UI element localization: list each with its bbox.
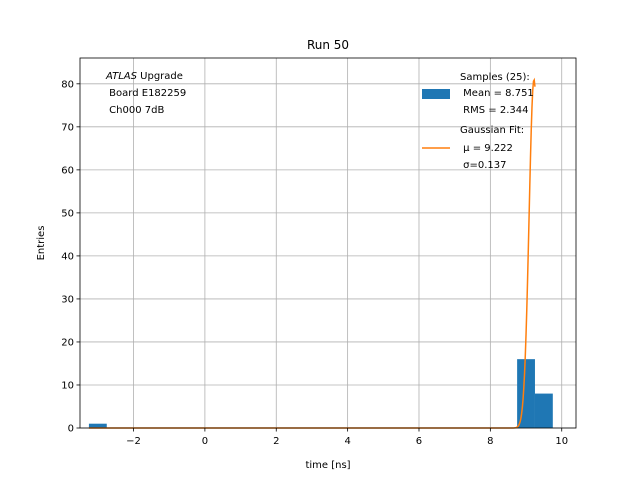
x-tick-label: 6: [416, 436, 422, 447]
x-axis-label: time [ns]: [305, 460, 350, 471]
legend-sigma-label: σ=0.137: [460, 160, 507, 171]
x-axis-ticks: −2 0 2 4 6 8 10: [126, 428, 568, 447]
atlas-annotation-title: ATLAS Upgrade: [105, 71, 183, 82]
histogram-bar: [88, 423, 107, 428]
y-axis-label: Entries: [36, 226, 47, 261]
y-axis-ticks: 0 10 20 30 40 50 60 70 80: [61, 79, 80, 435]
atlas-label: ATLAS: [105, 71, 138, 82]
y-tick-label: 10: [61, 380, 74, 391]
y-tick-label: 40: [61, 251, 74, 262]
legend-fit-label: Gaussian Fit:: [460, 125, 524, 136]
plot-frame: [79, 57, 577, 429]
channel-label: Ch000 7dB: [106, 105, 164, 116]
histogram-bar: [534, 393, 553, 428]
y-tick-label: 70: [61, 122, 74, 133]
y-tick-label: 80: [61, 79, 74, 90]
legend-mu-label: μ = 9.222: [460, 143, 513, 154]
y-tick-label: 20: [61, 337, 74, 348]
upgrade-label: Upgrade: [137, 71, 183, 82]
y-tick-label: 0: [68, 424, 74, 435]
x-tick-label: 2: [273, 436, 279, 447]
y-tick-label: 50: [61, 208, 74, 219]
legend-samples-swatch: [422, 89, 450, 99]
legend-rms-label: RMS = 2.344: [460, 105, 528, 116]
board-label: Board E182259: [106, 88, 186, 99]
chart-title: Run 50: [307, 38, 349, 52]
x-tick-label: 8: [487, 436, 493, 447]
atlas-annotation: ATLAS Upgrade Board E182259 Ch000 7dB: [105, 71, 186, 116]
x-tick-label: 4: [344, 436, 350, 447]
x-tick-label: −2: [126, 436, 141, 447]
legend: Samples (25): Mean = 8.751 RMS = 2.344 G…: [422, 72, 534, 171]
legend-mean-label: Mean = 8.751: [460, 88, 534, 99]
x-tick-label: 0: [202, 436, 208, 447]
y-tick-label: 30: [61, 294, 74, 305]
y-tick-label: 60: [61, 165, 74, 176]
legend-samples-label: Samples (25):: [460, 72, 530, 83]
histogram-bar: [517, 359, 535, 428]
x-tick-label: 10: [555, 436, 568, 447]
